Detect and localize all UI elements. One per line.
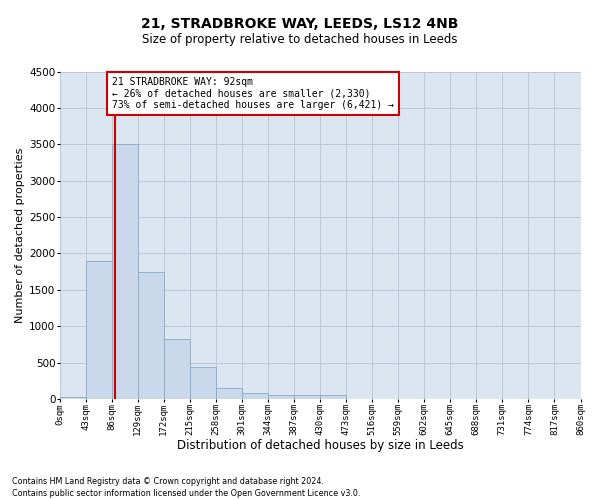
Bar — [190, 367, 216, 399]
Bar — [216, 388, 242, 399]
Bar — [164, 340, 190, 399]
Text: Contains HM Land Registry data © Crown copyright and database right 2024.: Contains HM Land Registry data © Crown c… — [12, 478, 324, 486]
Bar — [86, 260, 112, 399]
Y-axis label: Number of detached properties: Number of detached properties — [15, 148, 25, 323]
Bar — [268, 394, 294, 399]
Bar — [320, 396, 346, 399]
Bar — [112, 144, 138, 399]
Text: Size of property relative to detached houses in Leeds: Size of property relative to detached ho… — [142, 32, 458, 46]
Text: Contains public sector information licensed under the Open Government Licence v3: Contains public sector information licen… — [12, 489, 361, 498]
Bar — [59, 397, 86, 399]
X-axis label: Distribution of detached houses by size in Leeds: Distribution of detached houses by size … — [176, 440, 463, 452]
Bar — [138, 272, 164, 399]
Bar — [242, 392, 268, 399]
Text: 21 STRADBROKE WAY: 92sqm
← 26% of detached houses are smaller (2,330)
73% of sem: 21 STRADBROKE WAY: 92sqm ← 26% of detach… — [112, 76, 394, 110]
Text: 21, STRADBROKE WAY, LEEDS, LS12 4NB: 21, STRADBROKE WAY, LEEDS, LS12 4NB — [142, 18, 458, 32]
Bar — [294, 395, 320, 399]
